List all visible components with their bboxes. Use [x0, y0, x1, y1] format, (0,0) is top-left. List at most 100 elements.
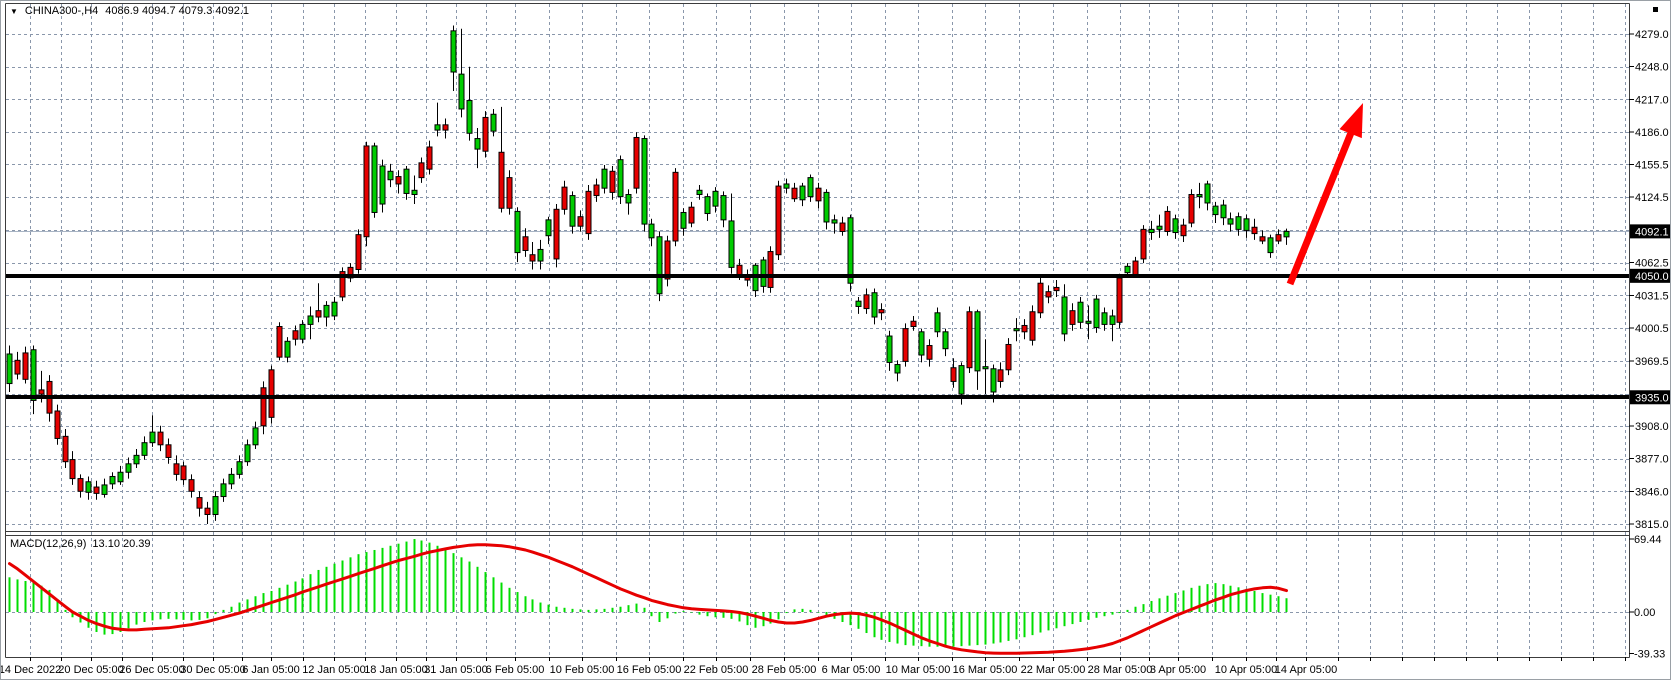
- candle-bull: [831, 219, 838, 224]
- trend-arrow[interactable]: [1286, 103, 1363, 286]
- svg-text:12 Jan 05:00: 12 Jan 05:00: [302, 664, 366, 676]
- candle-bull: [934, 312, 941, 333]
- grid: [6, 4, 1629, 657]
- candle-bear: [863, 294, 870, 310]
- svg-text:3815.0: 3815.0: [1635, 519, 1669, 531]
- candle-bear: [1005, 343, 1012, 371]
- candle-bull: [1235, 216, 1242, 230]
- candle-bear: [791, 187, 798, 200]
- candle-bear: [426, 146, 433, 170]
- candle-bear: [664, 240, 671, 280]
- macd-signal-line: [8, 543, 1288, 655]
- candle-bear: [585, 190, 592, 235]
- candle-bull: [617, 159, 624, 198]
- candle-bear: [609, 170, 616, 193]
- svg-text:4000.5: 4000.5: [1635, 323, 1669, 335]
- svg-text:4031.5: 4031.5: [1635, 290, 1669, 302]
- candle-bear: [1180, 224, 1187, 237]
- candle-bull: [133, 454, 140, 465]
- candle-bear: [910, 320, 917, 328]
- candle-bear: [204, 507, 211, 515]
- svg-text:4124.5: 4124.5: [1635, 192, 1669, 204]
- candle-bear: [315, 310, 322, 318]
- macd-histogram: [8, 539, 1288, 648]
- candle-bear: [1029, 311, 1036, 341]
- candle-bull: [625, 194, 632, 204]
- candle-bear: [577, 216, 584, 227]
- svg-text:18 Jan 05:00: 18 Jan 05:00: [364, 664, 428, 676]
- svg-text:4155.5: 4155.5: [1635, 159, 1669, 171]
- candle-bull: [712, 190, 719, 207]
- candle-bull: [252, 427, 259, 446]
- candle-bull: [1077, 301, 1084, 323]
- candle-bear: [38, 389, 45, 395]
- svg-text:0.00: 0.00: [1634, 607, 1655, 619]
- candle-bear: [498, 151, 505, 209]
- candle-bull: [1101, 312, 1108, 325]
- candle-bear: [1251, 226, 1258, 235]
- candle-bear: [276, 326, 283, 358]
- candle-bear: [593, 184, 600, 197]
- candle-bull: [371, 145, 378, 213]
- candle-bear: [966, 311, 973, 369]
- svg-text:10 Apr 05:00: 10 Apr 05:00: [1215, 664, 1277, 676]
- candle-bull: [958, 365, 965, 395]
- candle-bear: [1164, 210, 1171, 232]
- candle-bull: [974, 311, 981, 372]
- candle-bear: [950, 367, 957, 382]
- price-axis: 4279.0 4248.0 4217.0 4186.0 4155.5 4124.5 4062…: [1629, 29, 1669, 660]
- candle-bear: [77, 478, 84, 492]
- candle-bear: [93, 486, 100, 494]
- candle-bull: [379, 165, 386, 205]
- symbol-dropdown-icon[interactable]: ▼: [10, 6, 18, 16]
- candle-bear: [522, 236, 529, 251]
- candle-bear: [268, 369, 275, 418]
- price-marker-current-price: [1630, 224, 1670, 239]
- candle-bull: [823, 191, 830, 223]
- candle-bear: [529, 254, 536, 262]
- candle-bull: [680, 211, 687, 229]
- candle-bull: [807, 177, 814, 198]
- svg-text:10 Mar 05:00: 10 Mar 05:00: [886, 664, 951, 676]
- candle-bull: [641, 138, 648, 225]
- svg-text:28 Mar 05:00: 28 Mar 05:00: [1088, 664, 1153, 676]
- candle-bear: [1053, 286, 1060, 292]
- candle-bull: [220, 483, 227, 498]
- candle-bull: [125, 463, 132, 473]
- candle-bull: [728, 220, 735, 268]
- candle-bear: [1116, 277, 1123, 323]
- candle-bear: [157, 431, 164, 446]
- ohlc-values: 4086.9 4094.7 4079.3 4092.1: [105, 5, 250, 17]
- candle-bear: [1037, 282, 1044, 314]
- candle-bear: [1045, 291, 1052, 298]
- candle-bull: [490, 113, 497, 132]
- candle-bull: [918, 331, 925, 356]
- candle-bear: [260, 387, 267, 427]
- candle-bull: [1204, 183, 1211, 204]
- candle-bull: [1156, 225, 1163, 230]
- svg-text:4248.0: 4248.0: [1635, 62, 1669, 74]
- macd-values: 13.10 20.39: [92, 538, 151, 550]
- candle-bear: [688, 206, 695, 224]
- candle-bear: [997, 369, 1004, 382]
- svg-text:-39.33: -39.33: [1634, 648, 1665, 660]
- candle-bull: [696, 189, 703, 196]
- candle-bear: [62, 435, 69, 463]
- candle-bull: [141, 442, 148, 456]
- candle-bull: [101, 484, 108, 495]
- candle-bull: [871, 292, 878, 318]
- candle-bull: [1085, 320, 1092, 324]
- candle-bull: [1220, 204, 1227, 219]
- candle-bull: [982, 366, 989, 370]
- svg-text:14 Dec 2022: 14 Dec 2022: [1, 664, 61, 676]
- candle-bull: [450, 30, 457, 73]
- candle-bull: [30, 349, 37, 401]
- candle-bull: [569, 195, 576, 227]
- candle-bull: [299, 323, 306, 340]
- candles-layer: [6, 25, 1290, 524]
- candle-bear: [1069, 310, 1076, 325]
- price-markers: 4092.1 4050.0 3935.0: [1630, 224, 1670, 405]
- svg-text:16 Feb 05:00: 16 Feb 05:00: [617, 664, 682, 676]
- candle-bull: [537, 248, 544, 262]
